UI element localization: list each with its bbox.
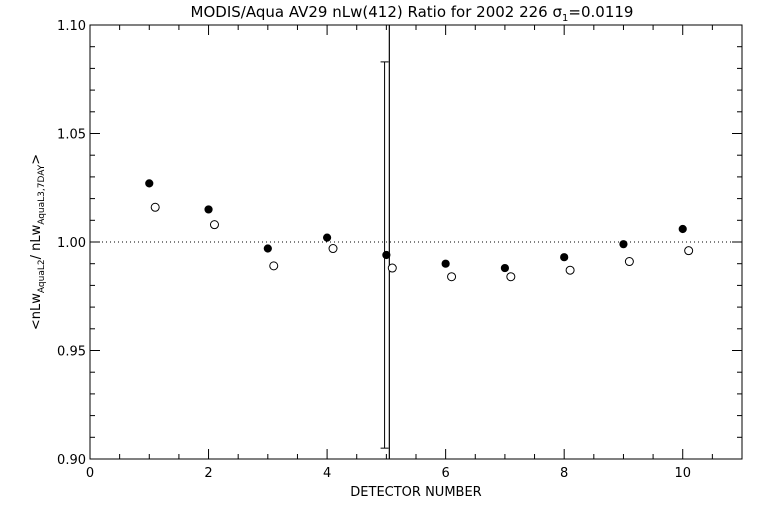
open-circle-point <box>506 272 516 282</box>
x-tick-label: 8 <box>560 466 568 481</box>
x-axis-label: DETECTOR NUMBER <box>350 485 481 500</box>
open-circle-point <box>328 244 338 254</box>
open-circle-point <box>565 265 575 275</box>
open-circle-point <box>269 261 279 271</box>
open-circle-point <box>209 220 219 230</box>
open-circle-point <box>684 246 694 256</box>
y-tick-label: 0.90 <box>57 453 86 468</box>
filled-circle-point <box>560 253 569 262</box>
filled-circle-point <box>322 233 332 242</box>
filled-circle-point <box>204 205 213 214</box>
open-circle-point <box>387 263 397 273</box>
x-tick-label: 10 <box>674 466 691 481</box>
y-tick-label: 1.10 <box>57 19 86 34</box>
tick-labels: 0 2 4 6 8 10 0.90 0.95 1.00 1.05 1.10 <box>57 19 691 481</box>
open-circle-point <box>624 257 634 267</box>
y-tick-label: 1.00 <box>57 236 86 251</box>
filled-circle-point <box>382 250 391 260</box>
open-circle-point <box>150 202 160 212</box>
y-axis-label: <nLwAquaL2/ nLwAquaL3,7DAY> <box>29 154 47 330</box>
x-tick-label: 4 <box>323 466 331 481</box>
x-tick-label: 6 <box>441 466 449 481</box>
x-tick-label: 0 <box>86 466 94 481</box>
x-tick-label: 2 <box>204 466 212 481</box>
filled-circle-point <box>619 240 628 249</box>
filled-circle-point <box>441 259 450 268</box>
filled-circle-point <box>145 179 154 188</box>
chart-title: MODIS/Aqua AV29 nLw(412) Ratio for 2002 … <box>191 3 634 24</box>
open-circle-point <box>447 272 457 282</box>
filled-circle-point <box>500 263 510 273</box>
y-tick-label: 0.95 <box>57 345 86 360</box>
axis-ticks <box>89 24 743 460</box>
filled-circle-point <box>678 224 687 234</box>
data-points <box>145 179 694 282</box>
y-tick-label: 1.05 <box>57 128 86 143</box>
filled-circle-point <box>263 244 272 253</box>
plot-frame <box>89 24 743 460</box>
